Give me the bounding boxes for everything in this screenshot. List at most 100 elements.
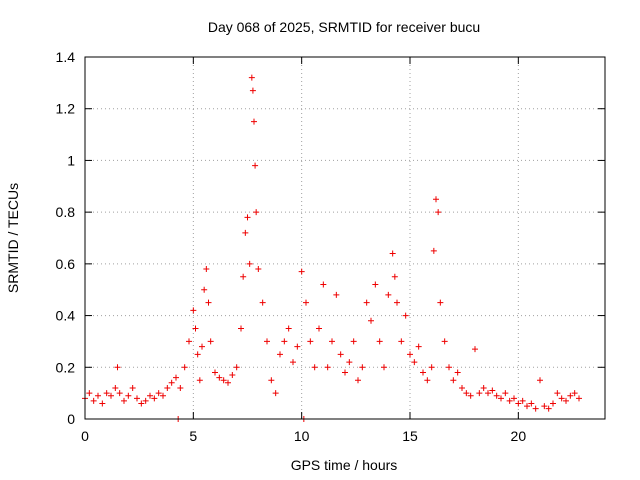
data-point (506, 397, 513, 404)
data-point (576, 395, 582, 402)
data-point (385, 291, 392, 298)
data-point (389, 250, 396, 257)
data-point (121, 397, 127, 404)
data-point (147, 392, 153, 399)
x-axis-label: GPS time / hours (291, 457, 398, 473)
data-point (138, 400, 145, 407)
data-point (181, 364, 188, 371)
data-point (376, 338, 383, 345)
data-point (264, 338, 270, 345)
data-point (528, 400, 535, 407)
data-point (463, 390, 470, 397)
data-point (255, 266, 262, 273)
data-point (134, 395, 140, 402)
x-tick-label: 5 (189, 428, 197, 444)
data-point (459, 384, 465, 391)
data-point (229, 372, 236, 379)
plot-frame (84, 56, 606, 420)
data-point (498, 395, 504, 402)
data-point (381, 364, 387, 371)
data-point (430, 247, 437, 254)
data-point (212, 369, 218, 376)
data-point (476, 390, 483, 397)
data-point (437, 299, 444, 306)
y-tick-label: 0.4 (56, 308, 76, 324)
data-point (359, 364, 366, 371)
data-point (372, 281, 379, 288)
data-point (402, 312, 409, 319)
data-point (199, 343, 205, 350)
data-point (186, 338, 192, 345)
y-tick-label: 0.6 (56, 256, 76, 272)
y-tick-label: 1.2 (56, 101, 76, 117)
data-point (407, 351, 413, 358)
data-point (177, 384, 184, 391)
data-point (281, 338, 288, 345)
data-point (441, 338, 448, 345)
data-point (249, 87, 256, 94)
data-point (454, 369, 461, 376)
data-point (563, 397, 569, 404)
data-point (238, 325, 244, 332)
data-point (129, 384, 136, 391)
data-point (253, 209, 260, 216)
data-point (342, 369, 348, 376)
data-point (151, 395, 158, 402)
data-point (160, 392, 166, 399)
data-point (511, 395, 517, 402)
data-point (203, 266, 210, 273)
data-point (233, 364, 240, 371)
data-point (168, 379, 175, 386)
data-point (244, 214, 251, 221)
data-point (252, 162, 259, 169)
x-tick-label: 15 (402, 428, 418, 444)
data-point (285, 325, 292, 332)
data-point (192, 325, 199, 332)
data-point (242, 229, 249, 236)
data-point (450, 377, 457, 384)
data-point (391, 273, 398, 280)
data-point (519, 397, 526, 404)
data-point (112, 384, 119, 391)
data-point (363, 299, 370, 306)
data-point (246, 260, 253, 267)
data-point (125, 392, 132, 399)
data-point (116, 390, 123, 397)
data-point (329, 338, 335, 345)
data-point (398, 338, 405, 345)
data-point (173, 374, 179, 381)
data-point (394, 299, 400, 306)
data-point (428, 364, 435, 371)
data-point (155, 390, 162, 397)
data-point (532, 405, 539, 412)
data-point (502, 390, 509, 397)
data-point (411, 359, 418, 366)
data-point (446, 364, 452, 371)
data-point (420, 369, 426, 376)
data-point (220, 377, 227, 384)
data-point (90, 397, 97, 404)
data-point (537, 377, 543, 384)
chart-title: Day 068 of 2025, SRMTID for receiver buc… (208, 19, 480, 35)
data-point (368, 317, 374, 324)
data-point (95, 392, 101, 399)
data-point (567, 392, 574, 399)
data-point (294, 343, 301, 350)
data-point (558, 395, 565, 402)
data-point (272, 390, 279, 397)
x-tick-label: 20 (511, 428, 527, 444)
axis-ticks (84, 56, 605, 420)
data-point (415, 343, 422, 350)
data-point (324, 364, 331, 371)
data-point (216, 374, 223, 381)
data-point (196, 377, 203, 384)
data-point (205, 299, 212, 306)
data-point (472, 346, 478, 353)
data-point (307, 338, 314, 345)
data-point (424, 377, 431, 384)
data-point (298, 268, 305, 275)
data-point (333, 291, 340, 298)
data-point (571, 390, 578, 397)
data-point (108, 392, 114, 399)
